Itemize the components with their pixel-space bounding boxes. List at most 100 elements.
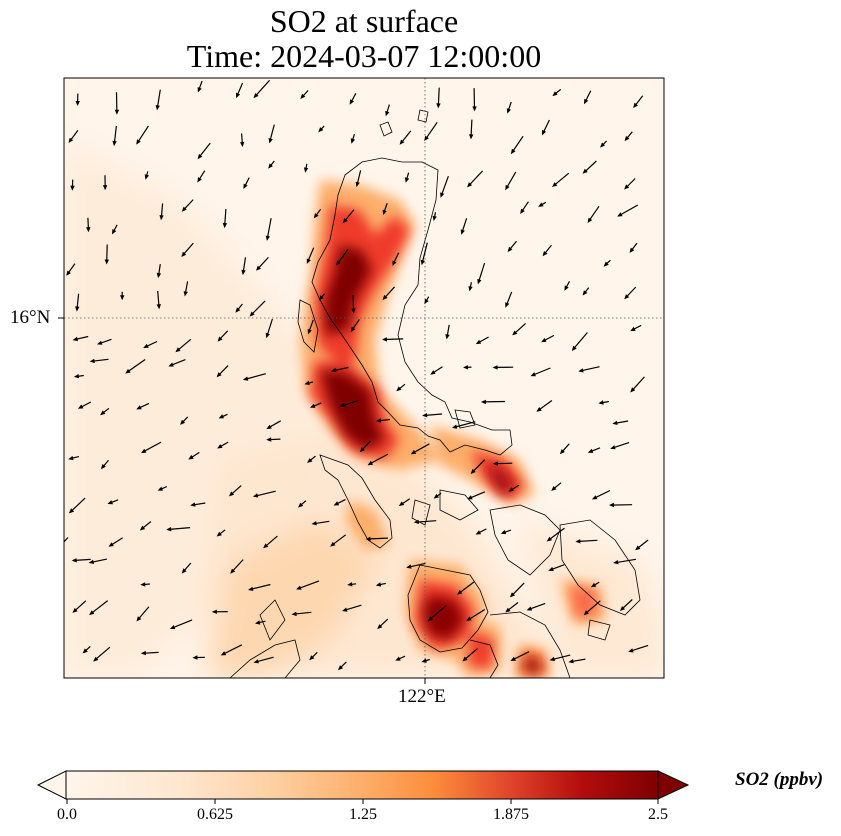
title-line-1: SO2 at surface bbox=[269, 3, 459, 39]
wind-arrow bbox=[318, 125, 325, 133]
wind-arrow bbox=[548, 564, 565, 571]
colorbar-tick-label: 0.0 bbox=[57, 806, 77, 823]
wind-arrow bbox=[467, 170, 484, 188]
wind-arrow bbox=[396, 383, 406, 392]
wind-arrow bbox=[255, 620, 266, 625]
wind-arrow bbox=[141, 441, 162, 454]
wind-arrow bbox=[424, 296, 430, 305]
wind-arrow bbox=[492, 365, 514, 370]
wind-arrow bbox=[156, 290, 161, 310]
wind-arrow bbox=[551, 482, 562, 491]
wind-arrow bbox=[506, 101, 512, 114]
wind-arrow bbox=[306, 247, 315, 264]
wind-arrow bbox=[469, 119, 474, 140]
wind-arrow bbox=[462, 648, 478, 662]
wind-arrow bbox=[468, 282, 473, 292]
wind-arrow bbox=[253, 656, 274, 664]
wind-arrow bbox=[188, 451, 200, 460]
wind-arrow bbox=[350, 134, 355, 144]
wind-arrow bbox=[311, 520, 330, 526]
wind-arrow bbox=[530, 367, 551, 377]
wind-arrow bbox=[510, 135, 524, 155]
wind-arrow bbox=[509, 582, 525, 598]
wind-arrow bbox=[630, 324, 642, 332]
colorbar-tick-label: 2.5 bbox=[648, 806, 668, 823]
wind-arrow bbox=[376, 418, 391, 423]
wind-arrow bbox=[630, 376, 645, 393]
wind-arrow bbox=[108, 537, 124, 547]
wind-arrow bbox=[440, 175, 449, 198]
colorbar-tick-label: 1.25 bbox=[349, 806, 377, 823]
wind-arrow bbox=[421, 658, 430, 663]
wind-arrow bbox=[587, 205, 600, 223]
wind-arrow bbox=[240, 133, 245, 148]
wind-arrow bbox=[629, 242, 638, 253]
title-line-2: Time: 2024-03-07 12:00:00 bbox=[186, 38, 542, 74]
wind-arrow bbox=[72, 600, 87, 613]
wind-arrow bbox=[422, 413, 443, 418]
wind-arrow bbox=[139, 521, 152, 531]
wind-arrow bbox=[477, 262, 486, 285]
map-frame bbox=[63, 77, 665, 679]
wind-arrow bbox=[613, 558, 636, 565]
wind-arrow bbox=[451, 421, 476, 429]
wind-arrow bbox=[505, 291, 513, 308]
wind-arrow bbox=[268, 124, 275, 144]
wind-arrow bbox=[457, 581, 475, 595]
wind-arrow bbox=[140, 650, 159, 656]
wind-arrow bbox=[413, 519, 437, 525]
wind-arrow bbox=[635, 539, 649, 551]
wind-arrow bbox=[568, 658, 586, 664]
wind-arrow bbox=[508, 484, 520, 492]
colorbar-tick-label: 1.875 bbox=[493, 806, 529, 823]
wind-arrow bbox=[136, 402, 150, 410]
wind-arrow bbox=[307, 319, 314, 335]
wind-arrow bbox=[266, 420, 281, 430]
wind-arrow bbox=[183, 281, 189, 297]
wind-arrow bbox=[505, 602, 519, 613]
wind-arrow bbox=[68, 130, 79, 143]
wind-arrow bbox=[307, 455, 316, 463]
wind-arrow bbox=[181, 242, 194, 257]
wind-arrow bbox=[100, 459, 109, 470]
wind-arrow bbox=[507, 240, 517, 253]
colorbar bbox=[36, 770, 690, 804]
wind-arrow bbox=[395, 655, 406, 661]
wind-arrow bbox=[542, 244, 552, 257]
wind-arrow bbox=[559, 443, 570, 455]
wind-arrow bbox=[75, 93, 80, 106]
wind-arrow bbox=[342, 604, 362, 612]
wind-arrow bbox=[64, 537, 69, 543]
wind-arrow bbox=[399, 130, 412, 145]
wind-arrow bbox=[628, 644, 649, 653]
wind-arrow bbox=[460, 218, 468, 235]
wind-arrow bbox=[228, 485, 242, 497]
wind-arrow bbox=[342, 209, 355, 224]
wind-arrow bbox=[624, 131, 633, 142]
wind-arrow bbox=[304, 380, 314, 385]
wind-arrow bbox=[75, 293, 80, 312]
wind-arrow bbox=[82, 645, 91, 654]
wind-arrow bbox=[624, 286, 637, 300]
coastlines bbox=[229, 109, 641, 678]
wind-arrow bbox=[89, 600, 109, 616]
wind-arrow bbox=[143, 340, 158, 348]
wind-arrow bbox=[427, 605, 446, 622]
wind-arrow bbox=[398, 498, 411, 506]
wind-arrow bbox=[168, 359, 186, 367]
wind-arrow bbox=[217, 330, 229, 342]
wind-arrow bbox=[169, 619, 193, 630]
wind-arrow bbox=[211, 609, 228, 614]
wind-arrow bbox=[241, 257, 247, 276]
wind-arrow bbox=[377, 618, 389, 630]
wind-arrow bbox=[136, 125, 149, 145]
wind-arrow bbox=[243, 177, 250, 189]
wind-arrow bbox=[159, 203, 164, 221]
wind-arrow bbox=[520, 201, 529, 214]
wind-arrow bbox=[617, 204, 639, 217]
map-title: SO2 at surface Time: 2024-03-07 12:00:00 bbox=[64, 4, 664, 74]
wind-arrow bbox=[310, 402, 322, 408]
map-plot bbox=[58, 77, 665, 684]
wind-arrow bbox=[190, 502, 206, 507]
wind-arrow bbox=[216, 365, 229, 378]
